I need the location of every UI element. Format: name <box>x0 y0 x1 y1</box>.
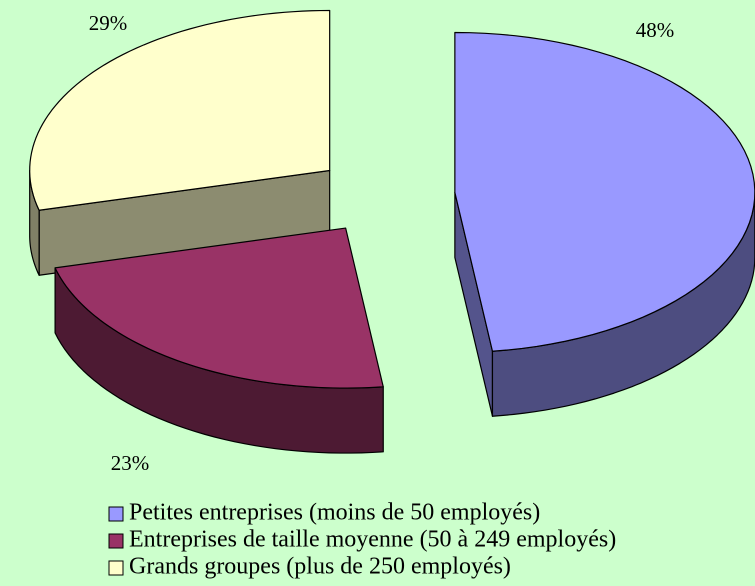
data-label: 29% <box>89 11 128 35</box>
slice <box>54 227 384 389</box>
data-label: 23% <box>111 451 150 475</box>
slice <box>29 9 331 211</box>
data-label: 48% <box>636 18 675 42</box>
legend-swatch <box>108 533 124 549</box>
legend-swatch <box>108 506 124 522</box>
legend-label: Entreprises de taille moyenne (50 à 249 … <box>129 527 616 553</box>
legend-label: Grands groupes (plus de 250 employés) <box>129 554 511 580</box>
slice <box>454 31 755 352</box>
legend-label: Petites entreprises (moins de 50 employé… <box>129 500 540 526</box>
legend-swatch <box>108 560 124 576</box>
